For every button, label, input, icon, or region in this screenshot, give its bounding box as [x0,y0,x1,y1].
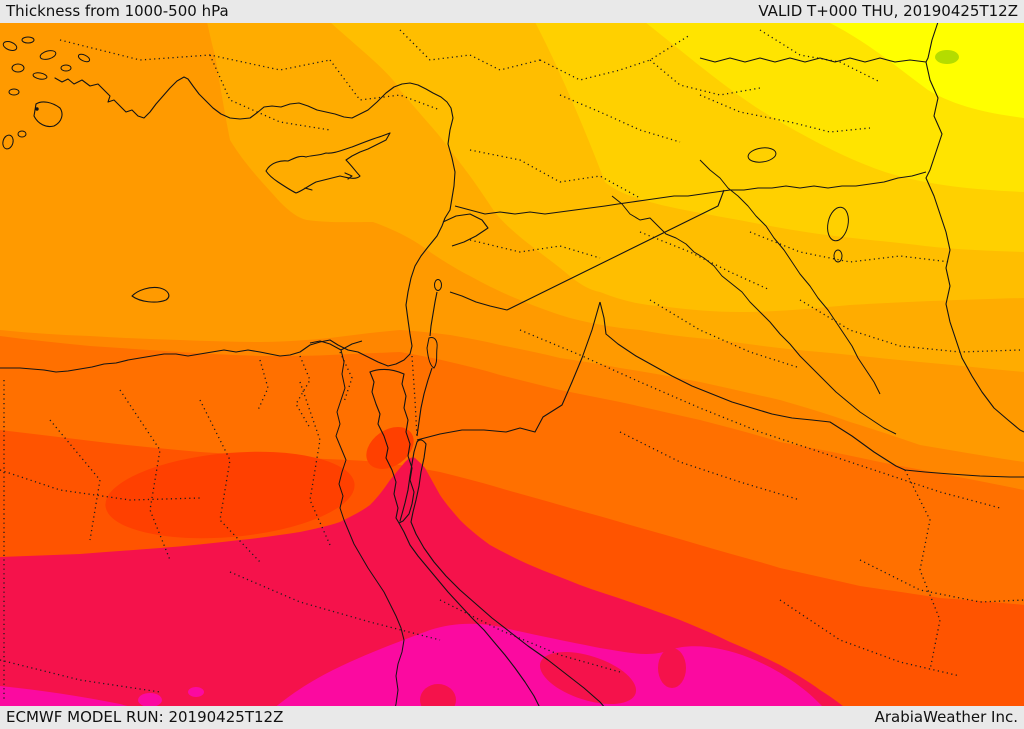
jordan-iraq-saudi-border [599,301,1024,478]
euphrates-river [611,195,897,435]
iran-border [925,21,1024,433]
southern-island [131,286,170,303]
nile-delta-branch-west [309,340,342,351]
country-borders [416,21,1024,478]
model-run-label: ECMWF MODEL RUN: 20190425T12Z [6,708,284,726]
lebanon-border [442,213,489,247]
jordan-saudi-border [416,301,601,441]
turkey-southern-border [454,171,927,215]
lakes [426,147,849,369]
aqaba-gulf-head [416,439,427,445]
caucasus-border [699,57,927,63]
crimson-blob-in-magenta [539,651,637,705]
syria-iraq-border [506,189,725,311]
sea-of-galilee [434,279,442,291]
suez-gulf-head [369,368,405,375]
lake-van [747,147,777,163]
syria-jordan-border [449,291,508,311]
header-bar: Thickness from 1000-500 hPa VALID T+000 … [0,0,1024,23]
magenta-spot-3 [188,687,204,697]
gulf-of-aqaba-west-coast [399,441,418,522]
rhodes-island [33,101,63,128]
green-spot [935,50,959,64]
lake-urmia [827,206,849,242]
israel-jordan-rift [416,367,433,437]
cyprus-detail-mark-1 [344,172,353,180]
jordan-river [429,291,438,337]
cyprus-detail-mark-2 [304,187,313,191]
cyprus-island [265,132,391,194]
branding-label: ArabiaWeather Inc. [874,708,1018,726]
aegean-islands [2,36,170,303]
admin-boundaries [0,29,1024,700]
hot-patch-suez [366,427,414,469]
map-title: Thickness from 1000-500 hPa [6,2,229,20]
red-sea-east-coast [410,443,621,729]
valid-time-label: VALID T+000 THU, 20190425T12Z [758,2,1018,20]
nile-river [335,349,405,729]
gulf-of-suez-west-coast [369,371,549,729]
tigris-river [699,159,881,395]
crimson-blob-in-magenta-3 [658,648,686,688]
rivers [309,159,897,729]
footer-bar: ECMWF MODEL RUN: 20190425T12Z ArabiaWeat… [0,706,1024,729]
hot-patch-west [105,451,355,539]
sinai-west-coast [398,373,415,524]
mediterranean-coastline [0,76,456,373]
magenta-spot-2 [138,693,162,707]
lake-small [833,249,843,263]
coastlines [0,76,621,729]
dead-sea [426,337,438,369]
